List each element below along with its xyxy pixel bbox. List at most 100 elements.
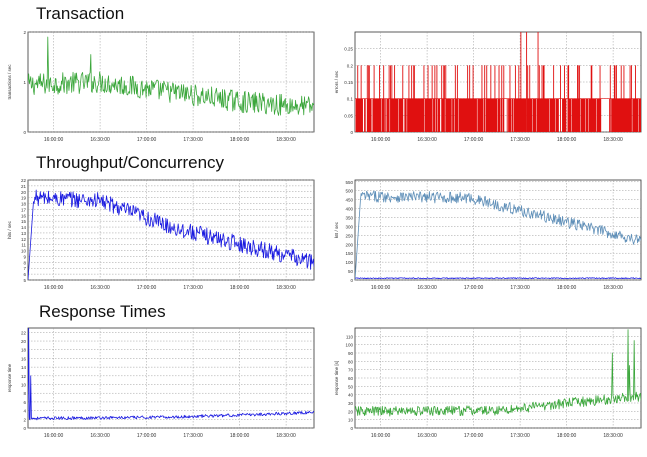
y-tick-label: 14 xyxy=(21,225,27,230)
y-tick-label: 0.1 xyxy=(347,97,354,102)
x-tick-label: 17:30:00 xyxy=(183,433,203,439)
y-tick-label: 8 xyxy=(23,260,26,265)
y-tick-label: 0 xyxy=(23,130,26,135)
x-tick-label: 17:00:00 xyxy=(464,285,484,291)
x-tick-label: 16:30:00 xyxy=(90,433,110,439)
response-time-chart: 0 2 4 6 8 10 12 14 16 18 20 22 16:00:00 16:30:00 17:00… xyxy=(7,327,315,439)
y-tick-label: 19 xyxy=(21,196,27,201)
y-axis-label: hits / sec xyxy=(7,220,12,239)
y-tick-label: 30 xyxy=(348,401,354,406)
x-tick-label: 16:30:00 xyxy=(417,137,437,143)
y-tick-label: 21 xyxy=(21,184,27,189)
x-tick-label: 17:30:00 xyxy=(183,137,203,143)
y-tick-label: 16 xyxy=(21,213,27,218)
y-tick-label: 0.15 xyxy=(344,80,353,85)
x-tick-label: 17:00:00 xyxy=(464,137,484,143)
y-tick-label: 300 xyxy=(345,224,353,229)
y-tick-label: 8 xyxy=(23,391,26,396)
y-axis-label: response time [s] xyxy=(334,361,339,395)
y-tick-label: 10 xyxy=(348,418,354,423)
x-tick-label: 17:00:00 xyxy=(464,433,484,439)
y-tick-label: 17 xyxy=(21,207,27,212)
x-tick-label: 18:00:00 xyxy=(230,137,250,143)
y-tick-label: 4 xyxy=(23,409,26,414)
x-tick-label: 17:30:00 xyxy=(510,433,530,439)
y-tick-label: 250 xyxy=(345,233,353,238)
x-tick-label: 17:00:00 xyxy=(137,433,157,439)
y-tick-label: 10 xyxy=(21,383,27,388)
x-tick-label: 18:00:00 xyxy=(230,285,250,291)
x-tick-label: 18:30:00 xyxy=(276,433,296,439)
y-tick-label: 200 xyxy=(345,242,353,247)
x-tick-label: 16:00:00 xyxy=(44,433,64,439)
y-tick-label: 2 xyxy=(23,417,26,422)
series-line xyxy=(355,329,641,417)
y-tick-label: 0 xyxy=(350,426,353,431)
y-tick-label: 0.2 xyxy=(347,63,354,68)
throughput-kb-chart: 0 50 100 150 200 250 300 350 400 450 500 550 16:00:0… xyxy=(334,179,642,291)
x-tick-label: 18:30:00 xyxy=(603,433,623,439)
y-axis-label: response time xyxy=(7,363,12,392)
y-tick-label: 100 xyxy=(345,260,353,265)
y-tick-label: 0 xyxy=(350,130,353,135)
x-tick-label: 18:00:00 xyxy=(230,433,250,439)
y-tick-label: 500 xyxy=(345,189,353,194)
x-tick-label: 17:00:00 xyxy=(137,285,157,291)
y-tick-label: 70 xyxy=(348,368,354,373)
y-tick-label: 40 xyxy=(348,393,354,398)
y-tick-label: 50 xyxy=(348,384,354,389)
y-tick-label: 350 xyxy=(345,216,353,221)
y-tick-label: 80 xyxy=(348,359,354,364)
y-tick-label: 100 xyxy=(345,343,353,348)
series-line xyxy=(355,190,641,280)
series-line xyxy=(28,328,314,421)
transactions-per-second-chart: 0 1 2 16:00:00 16:30:00 17:00:00 17:30:00 18:00… xyxy=(7,30,315,143)
y-tick-label: 6 xyxy=(23,400,26,405)
series-line xyxy=(355,277,641,280)
y-tick-label: 20 xyxy=(21,339,27,344)
y-tick-label: 20 xyxy=(21,190,27,195)
section-title-throughput: Throughput/Concurrency xyxy=(36,153,225,172)
y-tick-label: 90 xyxy=(348,351,354,356)
y-tick-label: 50 xyxy=(348,269,354,274)
x-tick-label: 16:00:00 xyxy=(44,137,64,143)
x-tick-label: 16:00:00 xyxy=(371,433,391,439)
y-tick-label: 11 xyxy=(21,243,26,248)
y-tick-label: 400 xyxy=(345,207,353,212)
series-line xyxy=(28,189,314,280)
x-tick-label: 18:00:00 xyxy=(557,285,577,291)
x-tick-label: 17:30:00 xyxy=(510,137,530,143)
plot-area xyxy=(27,327,315,429)
y-tick-label: 16 xyxy=(21,356,27,361)
y-tick-label: 0 xyxy=(350,278,353,283)
x-tick-label: 18:30:00 xyxy=(603,137,623,143)
y-tick-label: 9 xyxy=(23,254,26,259)
series-line xyxy=(28,36,314,116)
y-tick-label: 6 xyxy=(23,272,26,277)
x-tick-label: 18:30:00 xyxy=(276,137,296,143)
y-tick-label: 0 xyxy=(23,426,26,431)
y-tick-label: 550 xyxy=(345,180,353,185)
y-tick-label: 22 xyxy=(21,178,27,183)
y-tick-label: 13 xyxy=(21,231,27,236)
x-tick-label: 16:30:00 xyxy=(417,285,437,291)
y-tick-label: 7 xyxy=(23,266,26,271)
y-tick-label: 0.25 xyxy=(344,47,353,52)
section-title-response-times: Response Times xyxy=(39,302,166,321)
y-tick-label: 0.05 xyxy=(344,113,353,118)
y-tick-label: 15 xyxy=(21,219,27,224)
y-tick-label: 22 xyxy=(21,330,27,335)
x-tick-label: 16:00:00 xyxy=(371,285,391,291)
x-tick-label: 18:00:00 xyxy=(557,137,577,143)
y-tick-label: 1 xyxy=(23,80,26,85)
x-tick-label: 16:00:00 xyxy=(371,137,391,143)
x-tick-label: 16:30:00 xyxy=(417,433,437,439)
x-tick-label: 17:00:00 xyxy=(137,137,157,143)
x-tick-label: 16:30:00 xyxy=(90,285,110,291)
y-tick-label: 450 xyxy=(345,198,353,203)
response-time-seconds-chart: 0 10 20 30 40 50 60 70 80 90 100 110 16:00:00 16:30:0… xyxy=(334,327,642,439)
section-title-transaction: Transaction xyxy=(36,4,125,23)
x-tick-label: 18:30:00 xyxy=(276,285,296,291)
y-tick-label: 18 xyxy=(21,348,27,353)
